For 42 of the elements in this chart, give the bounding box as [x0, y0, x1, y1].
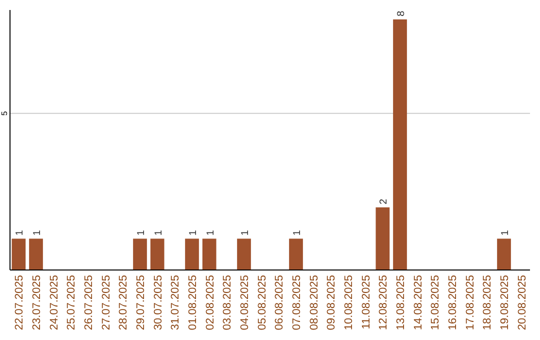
data-label: 1 — [500, 230, 511, 236]
x-tick-label: 28.07.2025 — [118, 275, 130, 330]
x-tick-label: 18.08.2025 — [482, 275, 494, 330]
x-tick-label: 08.08.2025 — [308, 275, 320, 330]
x-tick-label: 07.08.2025 — [291, 275, 303, 330]
data-label: 2 — [378, 198, 390, 204]
x-tick-label: 30.07.2025 — [152, 275, 164, 330]
x-tick-label: 01.08.2025 — [187, 275, 199, 330]
data-label: 1 — [188, 230, 199, 236]
x-tick-label: 22.07.2025 — [14, 275, 26, 330]
x-tick-label: 11.08.2025 — [360, 275, 372, 330]
x-tick-label: 24.07.2025 — [48, 275, 60, 330]
y-tick-label: 5 — [0, 110, 9, 116]
data-label: 1 — [136, 230, 147, 236]
x-tick-label: 14.08.2025 — [412, 275, 424, 330]
x-tick-label: 09.08.2025 — [326, 275, 338, 330]
x-tick-label: 25.07.2025 — [66, 275, 78, 330]
x-tick-label: 03.08.2025 — [222, 275, 234, 330]
x-tick-label: 27.07.2025 — [100, 275, 112, 330]
x-tick-label: 04.08.2025 — [239, 275, 251, 330]
data-label: 8 — [396, 10, 407, 16]
data-label: 1 — [240, 230, 251, 236]
x-tick-label: 13.08.2025 — [395, 275, 407, 330]
data-label: 1 — [205, 230, 216, 236]
data-label: 1 — [32, 230, 43, 236]
data-label: 1 — [292, 230, 303, 236]
x-tick-label: 19.08.2025 — [499, 275, 511, 330]
x-tick-label: 02.08.2025 — [204, 275, 216, 330]
x-tick-label: 17.08.2025 — [464, 275, 476, 330]
x-tick-label: 16.08.2025 — [447, 275, 459, 330]
x-tick-label: 23.07.2025 — [31, 275, 43, 330]
data-label: 1 — [153, 230, 164, 236]
x-tick-label: 15.08.2025 — [430, 275, 442, 330]
data-label: 1 — [14, 230, 26, 236]
x-tick-label: 12.08.2025 — [378, 275, 390, 330]
x-tick-label: 05.08.2025 — [256, 275, 268, 330]
x-tick-label: 10.08.2025 — [343, 275, 355, 330]
x-tick-label: 20.08.2025 — [516, 275, 528, 330]
x-tick-label: 26.07.2025 — [83, 275, 95, 330]
x-tick-label: 31.07.2025 — [170, 275, 182, 330]
x-tick-label: 06.08.2025 — [274, 275, 286, 330]
x-tick-label: 29.07.2025 — [135, 275, 147, 330]
